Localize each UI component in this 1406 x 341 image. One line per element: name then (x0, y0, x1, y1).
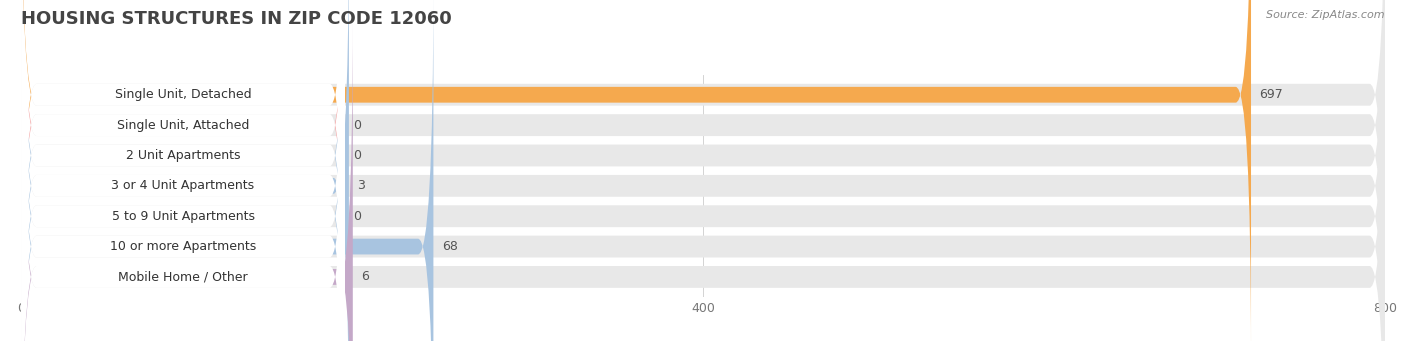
FancyBboxPatch shape (21, 0, 344, 341)
FancyBboxPatch shape (21, 0, 1385, 341)
FancyBboxPatch shape (21, 0, 344, 341)
FancyBboxPatch shape (21, 0, 344, 341)
FancyBboxPatch shape (21, 0, 344, 341)
Text: 6: 6 (361, 270, 370, 283)
Text: 10 or more Apartments: 10 or more Apartments (110, 240, 256, 253)
FancyBboxPatch shape (21, 0, 1385, 341)
FancyBboxPatch shape (21, 0, 1385, 341)
FancyBboxPatch shape (21, 0, 344, 341)
Text: Single Unit, Attached: Single Unit, Attached (117, 119, 249, 132)
FancyBboxPatch shape (21, 0, 344, 341)
Text: Mobile Home / Other: Mobile Home / Other (118, 270, 247, 283)
FancyBboxPatch shape (21, 0, 1385, 341)
Text: Single Unit, Detached: Single Unit, Detached (115, 88, 252, 101)
FancyBboxPatch shape (21, 0, 433, 341)
FancyBboxPatch shape (21, 0, 344, 341)
FancyBboxPatch shape (21, 0, 349, 341)
FancyBboxPatch shape (21, 15, 1385, 341)
FancyBboxPatch shape (21, 15, 344, 341)
FancyBboxPatch shape (21, 0, 1385, 341)
Text: 3: 3 (357, 179, 366, 192)
Text: 697: 697 (1260, 88, 1284, 101)
Text: 0: 0 (353, 119, 361, 132)
Text: 0: 0 (353, 149, 361, 162)
FancyBboxPatch shape (21, 0, 344, 341)
Text: 3 or 4 Unit Apartments: 3 or 4 Unit Apartments (111, 179, 254, 192)
Text: 0: 0 (353, 210, 361, 223)
Text: 2 Unit Apartments: 2 Unit Apartments (125, 149, 240, 162)
Text: 5 to 9 Unit Apartments: 5 to 9 Unit Apartments (111, 210, 254, 223)
FancyBboxPatch shape (21, 12, 353, 341)
Text: Source: ZipAtlas.com: Source: ZipAtlas.com (1267, 10, 1385, 20)
FancyBboxPatch shape (21, 0, 1385, 341)
Text: HOUSING STRUCTURES IN ZIP CODE 12060: HOUSING STRUCTURES IN ZIP CODE 12060 (21, 10, 451, 28)
Text: 68: 68 (441, 240, 458, 253)
FancyBboxPatch shape (21, 0, 344, 341)
FancyBboxPatch shape (21, 0, 1251, 341)
